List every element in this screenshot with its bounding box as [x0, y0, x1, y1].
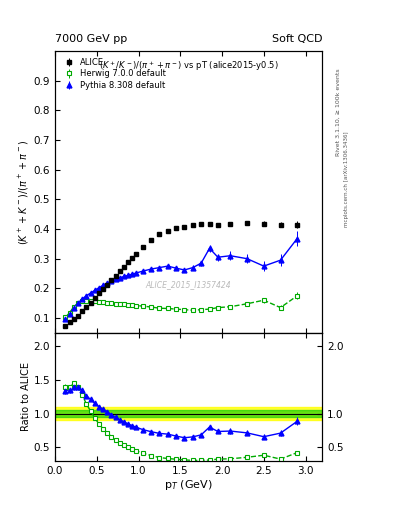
Text: mcplots.cern.ch [arXiv:1306.3436]: mcplots.cern.ch [arXiv:1306.3436]	[344, 132, 349, 227]
Bar	[55, 407, 322, 420]
X-axis label: p$_T$ (GeV): p$_T$ (GeV)	[164, 478, 213, 493]
Text: ALICE_2015_I1357424: ALICE_2015_I1357424	[146, 281, 231, 289]
Y-axis label: Ratio to ALICE: Ratio to ALICE	[21, 362, 31, 431]
Text: $(K^+/K^-)/(\pi^++\pi^-)$ vs pT (alice2015-y0.5): $(K^+/K^-)/(\pi^++\pi^-)$ vs pT (alice20…	[99, 60, 279, 73]
Bar	[55, 410, 322, 417]
Text: Rivet 3.1.10, ≥ 100k events: Rivet 3.1.10, ≥ 100k events	[336, 69, 341, 157]
Y-axis label: $(K^+ + K^-)/(\pi^+ + \pi^-)$: $(K^+ + K^-)/(\pi^+ + \pi^-)$	[17, 139, 31, 245]
Text: 7000 GeV pp: 7000 GeV pp	[55, 33, 127, 44]
Legend: ALICE, Herwig 7.0.0 default, Pythia 8.308 default: ALICE, Herwig 7.0.0 default, Pythia 8.30…	[59, 55, 168, 92]
Text: Soft QCD: Soft QCD	[272, 33, 322, 44]
